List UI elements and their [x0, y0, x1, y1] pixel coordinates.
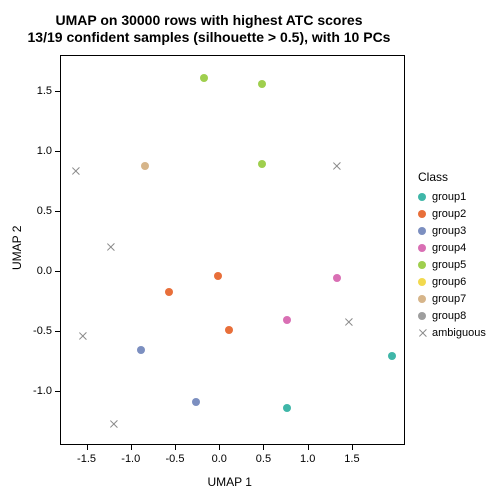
x-tick-label: 1.5 [344, 453, 359, 465]
x-tick-label: 0.5 [256, 453, 271, 465]
x-tick [263, 445, 264, 450]
y-tick-label: 0.5 [26, 205, 52, 217]
data-point [333, 274, 341, 282]
y-axis-label: UMAP 2 [10, 226, 24, 270]
y-tick [55, 151, 60, 152]
legend-item: group5 [418, 256, 486, 273]
x-tick [175, 445, 176, 450]
x-tick [219, 445, 220, 450]
legend-marker-x [418, 328, 428, 338]
chart-title-line2: 13/19 confident samples (silhouette > 0.… [0, 29, 418, 46]
legend-label: group2 [432, 208, 466, 220]
legend-swatch [418, 295, 426, 303]
y-tick-label: 1.0 [26, 145, 52, 157]
x-tick-label: -1.0 [121, 453, 140, 465]
legend-swatch [418, 312, 426, 320]
legend-item: group4 [418, 239, 486, 256]
chart-title: UMAP on 30000 rows with highest ATC scor… [0, 12, 418, 46]
legend-label: group3 [432, 225, 466, 237]
y-tick [55, 211, 60, 212]
legend-label: group1 [432, 191, 466, 203]
data-point [109, 419, 119, 429]
legend-swatch [418, 261, 426, 269]
legend-item: group3 [418, 222, 486, 239]
y-tick-label: -0.5 [26, 325, 52, 337]
legend-item: group2 [418, 205, 486, 222]
data-point [106, 242, 116, 252]
x-tick [308, 445, 309, 450]
legend-item: ambiguous [418, 324, 486, 341]
data-point [344, 317, 354, 327]
data-point [332, 161, 342, 171]
data-point [192, 398, 200, 406]
legend: Class group1 group2 group3 group4 group5 grou… [418, 170, 486, 341]
x-tick-label: -0.5 [166, 453, 185, 465]
data-point [388, 352, 396, 360]
data-point [258, 80, 266, 88]
legend-label: group5 [432, 259, 466, 271]
data-point [78, 331, 88, 341]
x-tick [352, 445, 353, 450]
y-tick-label: -1.0 [26, 385, 52, 397]
data-point [283, 404, 291, 412]
x-tick [87, 445, 88, 450]
x-tick [131, 445, 132, 450]
legend-item: group8 [418, 307, 486, 324]
y-tick-label: 1.5 [26, 85, 52, 97]
legend-swatch [418, 210, 426, 218]
legend-label: ambiguous [432, 327, 486, 339]
legend-item: group1 [418, 188, 486, 205]
data-point [71, 166, 81, 176]
data-point [283, 316, 291, 324]
legend-label: group6 [432, 276, 466, 288]
data-point [165, 288, 173, 296]
legend-item: group6 [418, 273, 486, 290]
data-point [141, 162, 149, 170]
legend-label: group7 [432, 293, 466, 305]
x-axis-label: UMAP 1 [208, 475, 252, 489]
data-point [200, 74, 208, 82]
legend-label: group4 [432, 242, 466, 254]
legend-swatch [418, 278, 426, 286]
x-tick-label: 1.0 [300, 453, 315, 465]
x-tick-label: 0.0 [212, 453, 227, 465]
legend-label: group8 [432, 310, 466, 322]
data-point [225, 326, 233, 334]
data-point [214, 272, 222, 280]
chart-title-line1: UMAP on 30000 rows with highest ATC scor… [0, 12, 418, 29]
legend-swatch [418, 227, 426, 235]
plot-area [60, 55, 405, 445]
y-tick [55, 91, 60, 92]
y-tick [55, 331, 60, 332]
x-tick-label: -1.5 [77, 453, 96, 465]
y-tick-label: 0.0 [26, 265, 52, 277]
legend-item: group7 [418, 290, 486, 307]
legend-swatch [418, 244, 426, 252]
data-point [137, 346, 145, 354]
data-point [258, 160, 266, 168]
legend-swatch [418, 193, 426, 201]
y-tick [55, 271, 60, 272]
y-tick [55, 391, 60, 392]
legend-title: Class [418, 170, 486, 184]
umap-scatter-figure: UMAP on 30000 rows with highest ATC scor… [0, 0, 504, 504]
